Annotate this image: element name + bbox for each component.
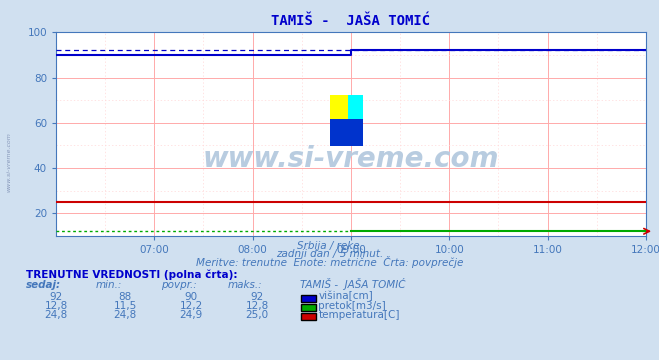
Text: 24,9: 24,9: [179, 310, 203, 320]
Text: www.si-vreme.com: www.si-vreme.com: [6, 132, 11, 192]
Text: TRENUTNE VREDNOSTI (polna črta):: TRENUTNE VREDNOSTI (polna črta):: [26, 269, 238, 280]
Text: 92: 92: [49, 292, 63, 302]
Text: 24,8: 24,8: [113, 310, 137, 320]
Text: sedaj:: sedaj:: [26, 280, 61, 290]
Text: zadnji dan / 5 minut.: zadnji dan / 5 minut.: [276, 249, 383, 260]
Text: min.:: min.:: [96, 280, 122, 290]
Text: Srbija / reke.: Srbija / reke.: [297, 241, 362, 251]
Bar: [330, 95, 348, 120]
Text: 92: 92: [250, 292, 264, 302]
Bar: [348, 95, 362, 120]
Title: TAMIŠ -  JAŠA TOMIĆ: TAMIŠ - JAŠA TOMIĆ: [272, 14, 430, 28]
Text: www.si-vreme.com: www.si-vreme.com: [203, 144, 499, 172]
Text: TAMIŠ -  JAŠA TOMIĆ: TAMIŠ - JAŠA TOMIĆ: [300, 278, 405, 290]
Text: višina[cm]: višina[cm]: [318, 291, 373, 302]
Text: pretok[m3/s]: pretok[m3/s]: [318, 301, 386, 311]
Text: 11,5: 11,5: [113, 301, 137, 311]
Text: 25,0: 25,0: [245, 310, 269, 320]
Text: 88: 88: [119, 292, 132, 302]
Text: 12,8: 12,8: [44, 301, 68, 311]
Text: povpr.:: povpr.:: [161, 280, 197, 290]
Text: 90: 90: [185, 292, 198, 302]
Text: temperatura[C]: temperatura[C]: [318, 310, 400, 320]
Text: 12,8: 12,8: [245, 301, 269, 311]
Text: 12,2: 12,2: [179, 301, 203, 311]
Text: Meritve: trenutne  Enote: metrične  Črta: povprečje: Meritve: trenutne Enote: metrične Črta: …: [196, 256, 463, 268]
Text: maks.:: maks.:: [227, 280, 262, 290]
Text: 24,8: 24,8: [44, 310, 68, 320]
Bar: [330, 119, 362, 146]
